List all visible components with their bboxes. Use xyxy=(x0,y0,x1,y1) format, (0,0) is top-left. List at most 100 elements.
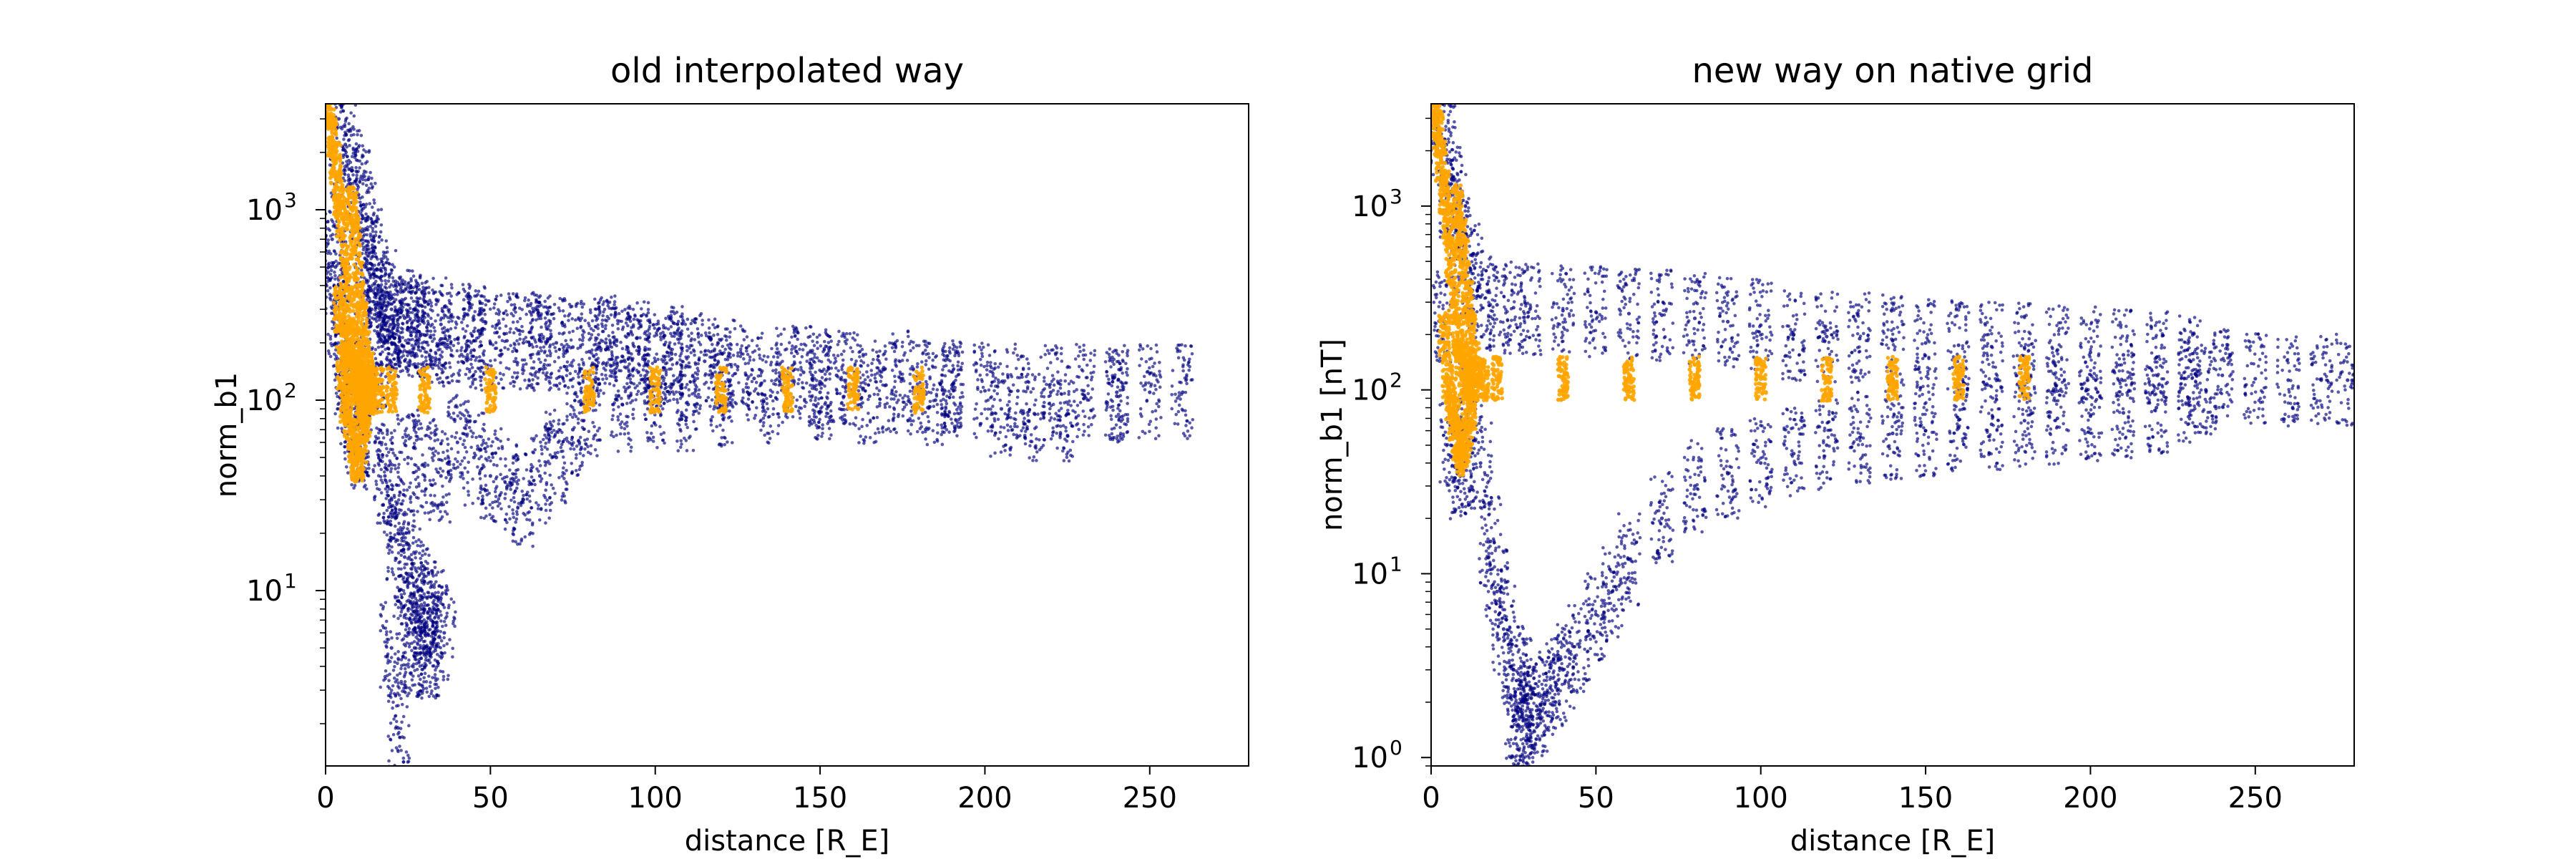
left-point xyxy=(477,309,482,314)
left-point xyxy=(492,306,496,310)
left-point xyxy=(811,332,816,336)
left-point xyxy=(686,349,689,353)
left-point xyxy=(1185,419,1189,423)
left-point xyxy=(567,319,570,322)
left-point xyxy=(1091,370,1096,374)
left-point xyxy=(688,344,693,348)
left-point xyxy=(406,582,410,586)
left-point xyxy=(557,387,561,391)
left-point xyxy=(779,353,782,356)
left-point xyxy=(842,349,846,353)
left-point xyxy=(471,477,474,481)
left-point xyxy=(641,368,645,372)
left-point xyxy=(339,442,343,446)
left-point xyxy=(421,596,425,600)
left-point xyxy=(386,566,390,570)
left-point xyxy=(616,327,620,331)
left-point xyxy=(538,464,542,467)
left-point xyxy=(751,399,754,404)
left-point xyxy=(431,309,434,313)
left-point xyxy=(421,604,425,608)
left-point xyxy=(1089,371,1093,375)
left-point xyxy=(386,515,391,519)
left-point xyxy=(523,296,527,300)
left-point xyxy=(380,440,384,445)
left-point xyxy=(675,401,680,404)
left-point xyxy=(643,399,647,403)
left-point xyxy=(539,346,542,350)
left-point xyxy=(379,475,383,479)
left-point xyxy=(791,415,795,419)
left-point xyxy=(574,390,577,394)
left-point xyxy=(875,415,879,419)
left-point xyxy=(783,348,787,352)
left-point xyxy=(419,422,423,426)
left-point xyxy=(394,577,398,581)
left-point xyxy=(854,423,857,427)
left-point xyxy=(1081,433,1085,437)
left-point xyxy=(794,404,798,409)
left-point xyxy=(591,421,595,424)
left-point xyxy=(503,492,507,496)
left-point xyxy=(426,591,431,595)
left-point xyxy=(395,678,399,681)
left-point xyxy=(565,402,569,406)
left-point xyxy=(404,439,408,443)
left-point xyxy=(415,584,419,588)
left-point xyxy=(883,344,887,348)
left-point xyxy=(402,591,406,596)
left-point xyxy=(449,468,453,472)
left-point xyxy=(493,490,497,494)
left-point xyxy=(469,445,473,450)
left-point xyxy=(529,321,532,325)
left-point xyxy=(488,339,492,343)
left-point xyxy=(892,412,896,417)
left-point xyxy=(406,462,410,465)
left-point xyxy=(614,358,618,362)
left-point xyxy=(1051,402,1055,407)
left-point xyxy=(613,375,617,379)
left-point xyxy=(441,484,444,488)
left-point xyxy=(615,361,619,365)
left-point xyxy=(815,340,819,344)
left-point xyxy=(616,418,620,422)
left-point xyxy=(504,331,509,336)
left-point xyxy=(849,357,854,361)
left-point xyxy=(1015,433,1019,437)
left-point xyxy=(404,339,407,342)
left-point xyxy=(502,317,505,321)
left-point xyxy=(1060,359,1064,363)
left-point xyxy=(841,403,846,407)
left-point xyxy=(440,430,444,434)
left-point xyxy=(980,379,984,384)
left-point xyxy=(499,349,503,352)
left-point xyxy=(512,480,515,483)
left-point xyxy=(576,417,580,421)
left-point xyxy=(386,569,390,573)
left-point xyxy=(1058,401,1063,405)
left-point xyxy=(498,372,502,375)
left-point xyxy=(517,478,521,482)
left-point xyxy=(1154,343,1158,347)
left-point xyxy=(454,431,459,435)
left-point xyxy=(612,435,615,439)
left-point xyxy=(1090,375,1094,379)
left-point xyxy=(592,424,596,429)
left-point xyxy=(416,362,420,366)
left-point xyxy=(513,343,517,346)
left-plot-panel: old interpolated way distance [R_E] norm… xyxy=(210,51,1249,858)
left-point xyxy=(537,469,540,473)
left-point xyxy=(1005,403,1010,407)
left-point xyxy=(986,429,990,433)
left-point xyxy=(396,470,400,475)
left-point xyxy=(558,382,562,386)
left-point xyxy=(958,396,962,399)
left-point xyxy=(396,551,401,555)
left-point xyxy=(689,321,693,326)
left-point xyxy=(1121,388,1125,392)
left-point xyxy=(646,439,650,443)
left-point xyxy=(511,461,515,465)
left-point xyxy=(580,316,584,320)
left-point xyxy=(499,293,503,297)
left-point xyxy=(570,470,575,474)
